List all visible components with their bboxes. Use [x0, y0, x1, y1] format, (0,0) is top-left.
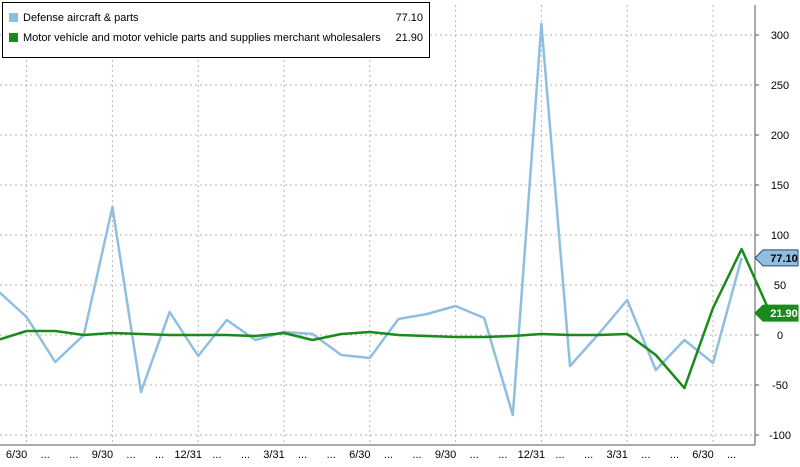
legend-label-defense: Defense aircraft & parts [23, 12, 139, 24]
legend: Defense aircraft & parts 77.10 Motor veh… [2, 2, 430, 58]
x-tick-label: ... [555, 449, 564, 461]
y-tick-label: 250 [771, 80, 789, 92]
y-tick-label: 150 [771, 180, 789, 192]
x-tick-label: 12/31 [174, 449, 202, 461]
x-tick-label: 3/31 [606, 449, 627, 461]
x-tick-label: ... [641, 449, 650, 461]
x-tick-label: ... [670, 449, 679, 461]
legend-value-motor-vehicle: 21.90 [395, 32, 423, 44]
x-tick-label: ... [384, 449, 393, 461]
x-tick-label: ... [727, 449, 736, 461]
x-tick-label: ... [412, 449, 421, 461]
x-tick-label: ... [155, 449, 164, 461]
last-value-tag-label: 77.10 [770, 253, 798, 265]
x-tick-label: ... [498, 449, 507, 461]
x-axis: 6/30...... 9/30...... 12/31...... 3/31.....… [0, 444, 755, 461]
last-value-tag-label: 21.90 [770, 308, 798, 320]
legend-value-defense: 77.10 [395, 12, 423, 24]
last-value-tag-motor-vehicle: 21.90 [754, 304, 799, 322]
last-value-tag-bg [754, 249, 799, 267]
legend-swatch-motor-vehicle [9, 33, 18, 42]
x-tick-label: 9/30 [435, 449, 456, 461]
y-tick-label: 0 [777, 330, 783, 342]
grid [0, 5, 755, 445]
series-line-motor-vehicle [0, 247, 772, 390]
series-lines [0, 22, 772, 417]
y-tick-label: 300 [771, 30, 789, 42]
x-tick-label: 6/30 [349, 449, 370, 461]
x-tick-label: ... [126, 449, 135, 461]
last-value-tag-defense: 77.10 [754, 249, 799, 267]
last-value-tags: 77.10 21.90 [754, 249, 799, 322]
x-tick-label: ... [69, 449, 78, 461]
x-tick-label: 3/31 [263, 449, 284, 461]
legend-entry-motor-vehicle: Motor vehicle and motor vehicle parts an… [9, 29, 423, 47]
last-value-tag-bg [754, 304, 799, 322]
y-tick-label: 50 [774, 280, 786, 292]
y-axis: -100 -50 0 50 100 150 200 250 300 [754, 5, 791, 445]
x-tick-label: ... [470, 449, 479, 461]
legend-label-motor-vehicle: Motor vehicle and motor vehicle parts an… [23, 32, 381, 44]
x-tick-label: 6/30 [6, 449, 27, 461]
y-tick-label: 200 [771, 130, 789, 142]
x-tick-label: 12/31 [518, 449, 546, 461]
x-tick-label: 9/30 [92, 449, 113, 461]
x-tick-label: ... [298, 449, 307, 461]
y-tick-label: 100 [771, 230, 789, 242]
x-tick-label: ... [584, 449, 593, 461]
x-tick-label: ... [212, 449, 221, 461]
y-tick-label: -100 [769, 430, 791, 442]
legend-entry-defense: Defense aircraft & parts 77.10 [9, 9, 423, 27]
series-line-defense [0, 22, 743, 417]
y-tick-label: -50 [772, 380, 788, 392]
x-tick-label: 6/30 [692, 449, 713, 461]
x-tick-label: ... [241, 449, 250, 461]
x-tick-label: ... [327, 449, 336, 461]
x-tick-label: ... [41, 449, 50, 461]
legend-swatch-defense [9, 13, 18, 22]
